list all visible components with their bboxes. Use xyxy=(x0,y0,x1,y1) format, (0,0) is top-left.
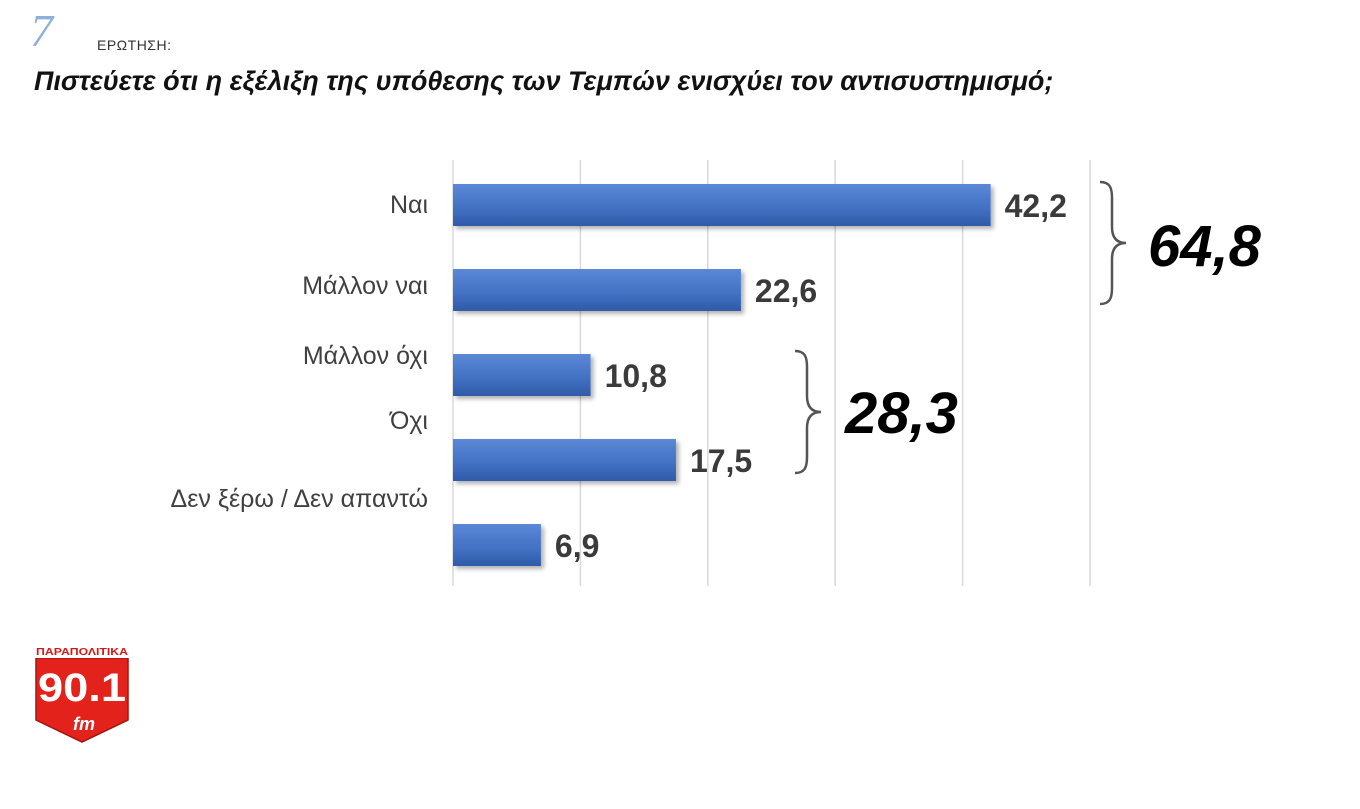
logo-band: fm xyxy=(73,714,95,734)
bar xyxy=(453,354,591,396)
bar xyxy=(453,439,676,481)
category-label: Μάλλον ναι xyxy=(302,272,428,300)
bar xyxy=(453,269,741,311)
category-label: Μάλλον όχι xyxy=(303,342,428,370)
bar xyxy=(453,524,541,566)
question-label: ΕΡΩΤΗΣΗ: xyxy=(97,37,172,53)
category-label: Ναι xyxy=(390,191,428,219)
category-label: Όχι xyxy=(389,407,428,435)
radio-logo: ΠΑΡΑΠΟΛΙΤΙΚΑ 90.1 fm xyxy=(34,644,130,743)
logo-frequency: 90.1 xyxy=(38,666,126,710)
brace-positive xyxy=(1099,180,1127,306)
brace-negative xyxy=(794,349,822,475)
bar xyxy=(453,184,991,226)
logo-top-text: ΠΑΡΑΠΟΛΙΤΙΚΑ xyxy=(36,646,128,658)
category-label: Δεν ξέρω / Δεν απαντώ xyxy=(171,485,428,513)
value-label: 22,6 xyxy=(755,273,817,309)
logo-top-band xyxy=(34,644,130,658)
value-label: 10,8 xyxy=(605,358,667,394)
value-label: 42,2 xyxy=(1005,188,1067,224)
value-label: 17,5 xyxy=(690,443,752,479)
value-label: 6,9 xyxy=(555,528,599,564)
question-number: 7 xyxy=(30,5,53,56)
group-total-positive: 64,8 xyxy=(1148,214,1262,279)
group-total-negative: 28,3 xyxy=(844,381,958,446)
chart-title: Πιστεύετε ότι η εξέλιξη της υπόθεσης των… xyxy=(34,66,1054,96)
